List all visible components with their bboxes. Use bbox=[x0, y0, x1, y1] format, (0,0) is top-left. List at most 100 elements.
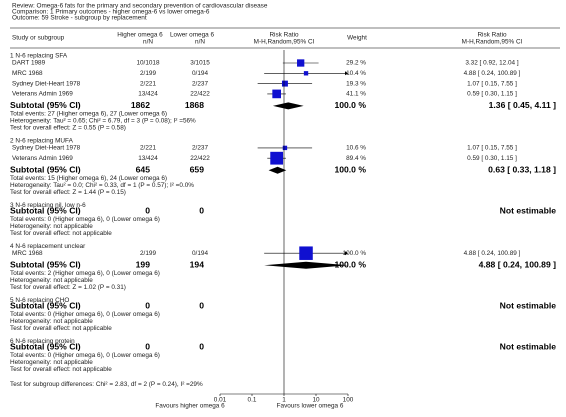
higher-events: 2/199 bbox=[140, 70, 156, 77]
lower-events: 0/194 bbox=[192, 70, 208, 77]
effect-square bbox=[281, 80, 288, 87]
study-name: Sydney Diet-Heart 1978 bbox=[12, 80, 81, 87]
subtotal-note: Heterogeneity: not applicable bbox=[10, 223, 93, 230]
subtotal-lower: 1868 bbox=[185, 100, 204, 110]
col-rr: Risk Ratio bbox=[477, 32, 507, 39]
subtotal-note: Heterogeneity: Tau² = 0.65; Chi² = 6.79,… bbox=[10, 118, 196, 125]
col-rr-sub: M-H,Random,95% CI bbox=[462, 39, 523, 46]
subgroup-test: Test for subgroup differences: Chi² = 2.… bbox=[10, 381, 203, 388]
group-title: 3 N-6 replacing nil, low n-6 bbox=[10, 202, 86, 209]
subtotal-lower: 659 bbox=[190, 164, 205, 174]
group-title: 5 N-6 replacing CHO bbox=[10, 297, 69, 304]
subtotal-diamond bbox=[272, 102, 304, 110]
subtotal-note: Test for overall effect: Z = 0.55 (P = 0… bbox=[10, 125, 126, 132]
subtotal-note: Test for overall effect: Z = 1.44 (P = 0… bbox=[10, 189, 126, 196]
subtotal-note: Test for overall effect: not applicable bbox=[10, 325, 112, 332]
x-tick-label: 1 bbox=[282, 397, 286, 404]
group-title: 6 N-6 replacing protein bbox=[10, 338, 75, 345]
risk-ratio: 0.59 [ 0.30, 1.15 ] bbox=[467, 91, 517, 98]
subtotal-diamond bbox=[264, 261, 348, 269]
group-title: 2 N-6 replacing MUFA bbox=[10, 138, 74, 145]
risk-ratio: 0.59 [ 0.30, 1.15 ] bbox=[467, 155, 517, 162]
subtotal-higher: 199 bbox=[136, 259, 151, 269]
weight: 100.0 % bbox=[343, 250, 367, 257]
weight: 89.4 % bbox=[346, 155, 366, 162]
weight: 10.6 % bbox=[346, 145, 366, 152]
higher-events: 13/424 bbox=[138, 91, 158, 98]
col-lower-sub: n/N bbox=[195, 39, 205, 46]
favours-left: Favours higher omega 6 bbox=[155, 403, 225, 410]
weight: 19.3 % bbox=[346, 80, 366, 87]
subtotal-lower: 0 bbox=[199, 205, 204, 215]
study-name: MRC 1968 bbox=[12, 250, 43, 257]
subtotal-note: Heterogeneity: Tau² = 0.0; Chi² = 0.33, … bbox=[10, 182, 194, 189]
col-higher-sub: n/N bbox=[143, 39, 153, 46]
subtotal-rr: Not estimable bbox=[500, 205, 557, 215]
subtotal-higher: 0 bbox=[145, 300, 150, 310]
col-higher: Higher omega 6 bbox=[117, 32, 163, 39]
subtotal-lower: 0 bbox=[199, 300, 204, 310]
subtotal-note: Total events: 0 (Higher omega 6), 0 (Low… bbox=[10, 311, 160, 318]
risk-ratio: 4.88 [ 0.24, 100.89 ] bbox=[464, 70, 521, 77]
effect-square bbox=[270, 151, 284, 165]
subtotal-note: Heterogeneity: not applicable bbox=[10, 277, 93, 284]
subtotal-lower: 0 bbox=[199, 341, 204, 351]
risk-ratio: 4.88 [ 0.24, 100.89 ] bbox=[464, 250, 521, 257]
effect-square bbox=[297, 59, 305, 67]
subtotal-note: Total events: 0 (Higher omega 6), 0 (Low… bbox=[10, 352, 160, 359]
risk-ratio: 3.32 [ 0.92, 12.04 ] bbox=[465, 60, 519, 67]
x-tick-label: 0.01 bbox=[214, 397, 227, 404]
group-title: 1 N-6 replacing SFA bbox=[10, 53, 68, 60]
ci-arrow bbox=[345, 71, 348, 76]
x-tick-label: 0.1 bbox=[248, 397, 257, 404]
weight: 41.1 % bbox=[346, 91, 366, 98]
subtotal-higher: 1862 bbox=[131, 100, 150, 110]
subtotal-note: Total events: 27 (Higher omega 6), 27 (L… bbox=[10, 111, 167, 118]
risk-ratio: 1.07 [ 0.15, 7.55 ] bbox=[467, 145, 517, 152]
subtotal-note: Total events: 0 (Higher omega 6), 0 (Low… bbox=[10, 216, 160, 223]
comparison: Comparison: 1 Primary outcomes - higher … bbox=[12, 9, 210, 16]
subtotal-weight: 100.0 % bbox=[334, 100, 366, 110]
higher-events: 2/199 bbox=[140, 250, 156, 257]
subtotal-note: Total events: 2 (Higher omega 6), 0 (Low… bbox=[10, 270, 160, 277]
subtotal-higher: 0 bbox=[145, 205, 150, 215]
x-tick-label: 100 bbox=[343, 397, 354, 404]
favours-right: Favours lower omega 6 bbox=[277, 403, 344, 410]
subtotal-rr: 1.36 [ 0.45, 4.11 ] bbox=[489, 100, 557, 110]
higher-events: 2/221 bbox=[140, 145, 156, 152]
ci-arrow bbox=[345, 251, 348, 256]
subtotal-note: Heterogeneity: not applicable bbox=[10, 359, 93, 366]
weight: 10.4 % bbox=[346, 70, 366, 77]
effect-square bbox=[282, 145, 288, 151]
higher-events: 10/1018 bbox=[136, 60, 160, 67]
study-name: DART 1989 bbox=[12, 60, 46, 67]
subtotal-higher: 645 bbox=[136, 164, 151, 174]
subtotal-rr: Not estimable bbox=[500, 300, 557, 310]
subtotal-rr: Not estimable bbox=[500, 341, 557, 351]
subtotal-label: Subtotal (95% CI) bbox=[10, 164, 81, 174]
subtotal-note: Heterogeneity: not applicable bbox=[10, 318, 93, 325]
subtotal-rr: 0.63 [ 0.33, 1.18 ] bbox=[488, 164, 556, 174]
lower-events: 2/237 bbox=[192, 145, 208, 152]
subtotal-label: Subtotal (95% CI) bbox=[10, 259, 81, 269]
subtotal-diamond bbox=[268, 166, 287, 174]
subtotal-label: Subtotal (95% CI) bbox=[10, 300, 81, 310]
study-name: Sydney Diet-Heart 1978 bbox=[12, 145, 81, 152]
higher-events: 13/424 bbox=[138, 155, 158, 162]
subtotal-rr: 4.88 [ 0.24, 100.89 ] bbox=[479, 259, 557, 269]
lower-events: 3/1015 bbox=[190, 60, 210, 67]
study-name: Veterans Admin 1969 bbox=[12, 91, 73, 98]
col-plot-sub: M-H,Random,95% CI bbox=[254, 39, 315, 46]
subtotal-label: Subtotal (95% CI) bbox=[10, 205, 81, 215]
group-title: 4 N-6 replacement unclear bbox=[10, 243, 86, 250]
risk-ratio: 1.07 [ 0.15, 7.55 ] bbox=[467, 80, 517, 87]
weight: 29.2 % bbox=[346, 60, 366, 67]
subtotal-label: Subtotal (95% CI) bbox=[10, 341, 81, 351]
effect-square bbox=[303, 71, 309, 76]
outcome: Outcome: 59 Stroke - subgroup by replace… bbox=[12, 15, 147, 22]
subtotal-weight: 100.0 % bbox=[334, 164, 366, 174]
col-study: Study or subgroup bbox=[12, 35, 65, 42]
col-lower: Lower omega 6 bbox=[170, 32, 214, 39]
subtotal-note: Test for overall effect: not applicable bbox=[10, 230, 112, 237]
